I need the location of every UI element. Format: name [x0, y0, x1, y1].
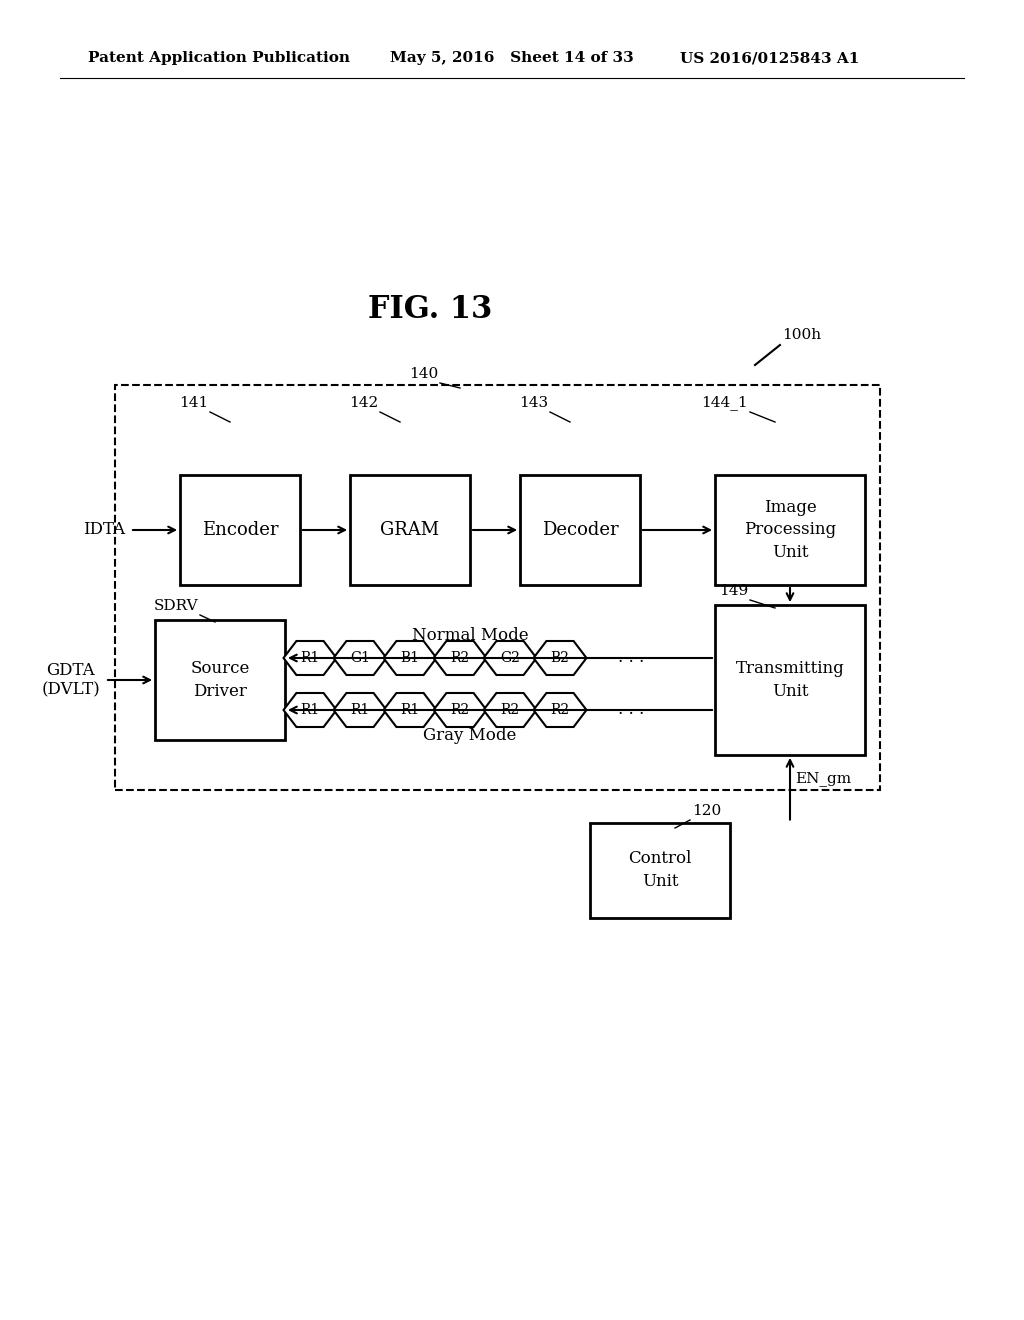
Text: US 2016/0125843 A1: US 2016/0125843 A1 — [680, 51, 859, 65]
Polygon shape — [534, 642, 587, 675]
Text: May 5, 2016   Sheet 14 of 33: May 5, 2016 Sheet 14 of 33 — [390, 51, 634, 65]
Text: Image
Processing
Unit: Image Processing Unit — [744, 499, 836, 561]
Bar — [520, 475, 640, 585]
Bar — [715, 605, 865, 755]
Polygon shape — [483, 693, 537, 727]
Polygon shape — [334, 642, 386, 675]
Polygon shape — [483, 642, 537, 675]
Text: 141: 141 — [179, 396, 208, 411]
Polygon shape — [534, 693, 587, 727]
Polygon shape — [284, 642, 337, 675]
Text: G1: G1 — [350, 651, 370, 665]
Bar — [155, 620, 285, 741]
Text: R2: R2 — [551, 704, 569, 717]
Text: R1: R1 — [350, 704, 370, 717]
Text: GDTA
(DVLT): GDTA (DVLT) — [41, 661, 100, 698]
Text: 140: 140 — [409, 367, 438, 381]
Polygon shape — [433, 642, 486, 675]
Bar — [590, 822, 730, 917]
Text: R1: R1 — [400, 704, 420, 717]
Text: R2: R2 — [451, 704, 470, 717]
Text: 144_1: 144_1 — [701, 395, 748, 411]
Text: 100h: 100h — [782, 327, 821, 342]
Text: FIG. 13: FIG. 13 — [368, 294, 493, 326]
Text: EN_gm: EN_gm — [795, 771, 851, 787]
Text: Control
Unit: Control Unit — [629, 850, 691, 890]
Text: R1: R1 — [300, 704, 319, 717]
Text: 120: 120 — [692, 804, 721, 818]
Polygon shape — [334, 693, 386, 727]
Text: Transmitting
Unit: Transmitting Unit — [735, 660, 845, 700]
Bar — [180, 475, 300, 585]
Text: 143: 143 — [519, 396, 548, 411]
Polygon shape — [384, 642, 436, 675]
Text: Source
Driver: Source Driver — [190, 660, 250, 700]
Bar — [115, 385, 880, 789]
Bar — [715, 475, 865, 585]
Text: B2: B2 — [551, 651, 569, 665]
Text: 142: 142 — [349, 396, 378, 411]
Text: 149: 149 — [719, 583, 748, 598]
Text: R2: R2 — [451, 651, 470, 665]
Text: SDRV: SDRV — [154, 599, 198, 612]
Text: R1: R1 — [300, 651, 319, 665]
Text: B1: B1 — [400, 651, 420, 665]
Text: Patent Application Publication: Patent Application Publication — [88, 51, 350, 65]
Text: Normal Mode: Normal Mode — [412, 627, 528, 644]
Polygon shape — [284, 693, 337, 727]
Text: . . .: . . . — [618, 701, 644, 718]
Text: GRAM: GRAM — [381, 521, 439, 539]
Polygon shape — [384, 693, 436, 727]
Text: Encoder: Encoder — [202, 521, 279, 539]
Polygon shape — [433, 693, 486, 727]
Bar — [350, 475, 470, 585]
Text: R2: R2 — [501, 704, 519, 717]
Text: Gray Mode: Gray Mode — [423, 726, 517, 743]
Text: IDTA: IDTA — [83, 521, 125, 539]
Text: G2: G2 — [500, 651, 520, 665]
Text: Decoder: Decoder — [542, 521, 618, 539]
Text: . . .: . . . — [618, 649, 644, 667]
